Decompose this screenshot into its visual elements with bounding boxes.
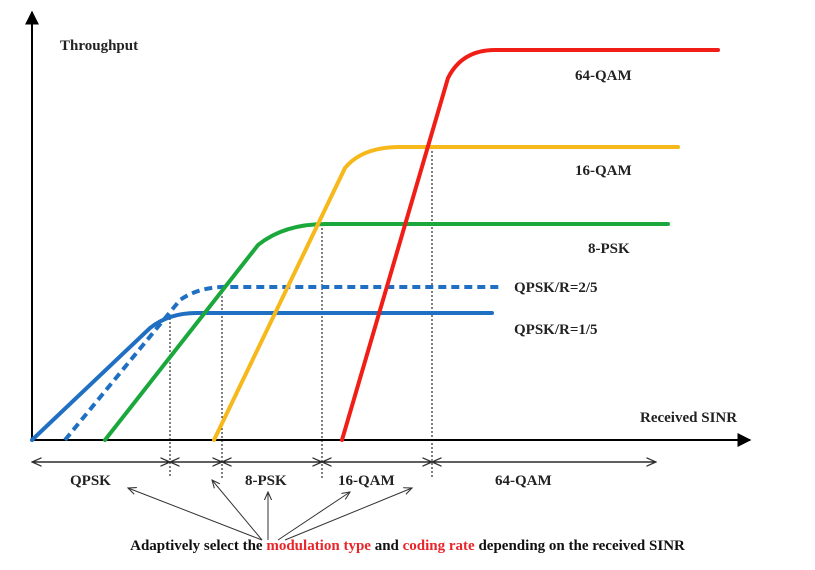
pointer-arrows [128,480,412,541]
caption-coding-rate: coding rate [402,538,475,554]
pointer-arrow-16qam [277,492,350,541]
label-qpsk-r25: QPSK/R=2/5 [514,280,598,296]
curve-qpsk-r15 [30,310,494,442]
pointer-arrow-gap [212,480,263,541]
x-axis-label: Received SINR [640,410,737,426]
label-64qam: 64-QAM [575,68,632,84]
caption-prefix: Adaptively select the [130,538,267,554]
curve-64qam [340,48,720,442]
curve-8psk [103,221,670,442]
caption-suffix: depending on the received SINR [474,538,685,554]
label-8psk: 8-PSK [588,241,630,257]
caption: Adaptively select the modulation type an… [0,538,815,555]
y-axis-label: Throughput [60,38,138,54]
region-label-qpsk: QPSK [70,473,111,489]
region-label-64qam: 64-QAM [495,473,552,489]
curve-qpsk-r25 [63,284,500,442]
label-qpsk-r15: QPSK/R=1/5 [514,322,598,338]
region-label-8psk: 8-PSK [245,473,287,489]
pointer-arrow-qpsk [128,488,263,541]
curve-16qam [212,145,680,442]
pointer-arrow-64qam [284,488,412,541]
caption-middle: and [370,538,403,554]
region-label-16qam: 16-QAM [338,473,395,489]
caption-modulation-type: modulation type [266,538,371,554]
label-16qam: 16-QAM [575,163,632,179]
